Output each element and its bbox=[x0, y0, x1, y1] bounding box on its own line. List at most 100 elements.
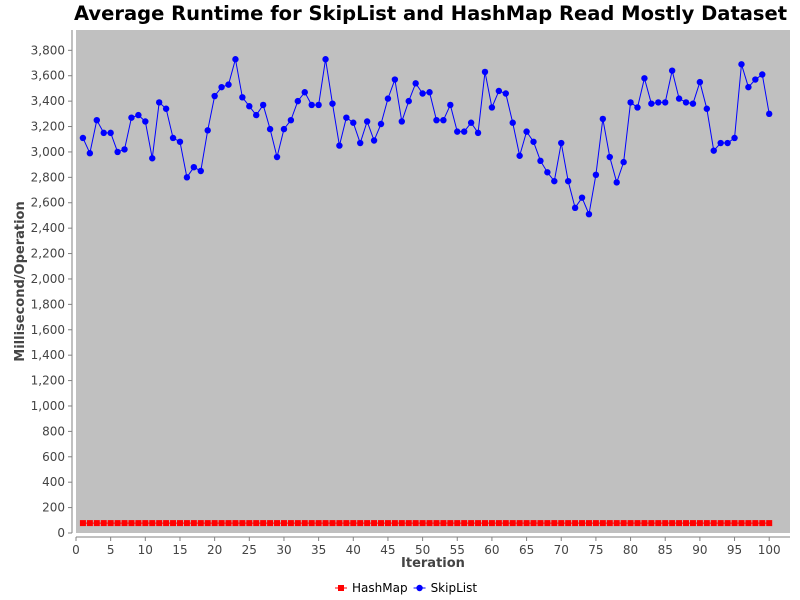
skiplist-point bbox=[287, 116, 295, 124]
hashmap-point bbox=[558, 520, 565, 527]
y-tick-label: 1,800 bbox=[31, 297, 65, 311]
skiplist-point bbox=[391, 76, 399, 83]
x-tick-label: 70 bbox=[554, 543, 569, 557]
hashmap-point bbox=[336, 520, 343, 527]
skiplist-point bbox=[564, 177, 572, 185]
skiplist-point bbox=[329, 100, 336, 107]
legend-label: HashMap bbox=[352, 581, 408, 595]
hashmap-point bbox=[378, 520, 385, 527]
y-axis-label: Millisecond/Operation bbox=[13, 201, 28, 361]
legend: HashMap SkipList bbox=[335, 581, 477, 595]
hashmap-point bbox=[121, 520, 128, 527]
hashmap-point bbox=[405, 520, 412, 527]
legend-item-skiplist: SkipList bbox=[413, 581, 477, 595]
hashmap-point bbox=[398, 520, 405, 527]
hashmap-point bbox=[343, 520, 350, 527]
hashmap-point bbox=[502, 520, 509, 527]
skiplist-point bbox=[86, 150, 94, 157]
hashmap-point bbox=[530, 520, 537, 527]
hashmap-point bbox=[197, 520, 204, 527]
legend-item-hashmap: HashMap bbox=[335, 581, 408, 595]
hashmap-point bbox=[516, 520, 523, 527]
skiplist-point bbox=[613, 179, 620, 186]
y-tick-label: 400 bbox=[42, 475, 65, 489]
skiplist-point bbox=[266, 125, 274, 133]
skiplist-point bbox=[454, 128, 461, 135]
hashmap-point bbox=[655, 520, 662, 527]
y-tick-label: 1,600 bbox=[31, 323, 65, 337]
skiplist-point bbox=[128, 114, 135, 121]
hashmap-point bbox=[190, 520, 197, 527]
skiplist-point bbox=[668, 67, 676, 74]
y-tick-label: 0 bbox=[57, 526, 65, 540]
hashmap-point bbox=[301, 520, 308, 527]
hashmap-point bbox=[107, 520, 114, 527]
y-tick-label: 600 bbox=[42, 450, 65, 464]
hashmap-point bbox=[100, 520, 107, 527]
skiplist-point bbox=[155, 99, 163, 106]
plot-area bbox=[76, 30, 790, 533]
skiplist-point bbox=[585, 210, 593, 218]
hashmap-point bbox=[481, 520, 488, 527]
legend-marker bbox=[338, 585, 344, 591]
skiplist-point bbox=[620, 158, 627, 166]
skiplist-point bbox=[377, 120, 385, 128]
skiplist-point bbox=[294, 97, 302, 105]
skiplist-point bbox=[308, 101, 315, 109]
skiplist-point bbox=[509, 119, 516, 126]
hashmap-point bbox=[170, 520, 177, 527]
skiplist-point bbox=[495, 87, 503, 95]
hashmap-point bbox=[717, 520, 724, 527]
hashmap-point bbox=[322, 520, 329, 527]
x-tick-label: 65 bbox=[519, 543, 534, 557]
hashmap-point bbox=[454, 520, 461, 527]
skiplist-point bbox=[398, 118, 406, 125]
skiplist-point bbox=[488, 104, 496, 111]
x-axis: 0 5 10 15 20 25 30 35 40 45 50 55 60 65 70 75 80 85 90 95 10… bbox=[72, 536, 790, 557]
hashmap-point bbox=[703, 520, 710, 527]
hashmap-point bbox=[461, 520, 468, 527]
x-tick-label: 40 bbox=[346, 543, 361, 557]
skiplist-point bbox=[530, 138, 537, 145]
skiplist-point bbox=[467, 119, 475, 126]
hashmap-point bbox=[225, 520, 232, 527]
hashmap-point bbox=[412, 520, 419, 527]
hashmap-point bbox=[537, 520, 544, 527]
hashmap-point bbox=[176, 520, 183, 527]
hashmap-point bbox=[232, 520, 239, 527]
hashmap-point bbox=[384, 520, 391, 527]
skiplist-point bbox=[703, 105, 711, 112]
hashmap-point bbox=[475, 520, 482, 527]
hashmap-point bbox=[662, 520, 669, 527]
hashmap-point bbox=[676, 520, 683, 527]
skiplist-point bbox=[232, 56, 239, 63]
hashmap-point bbox=[260, 520, 267, 527]
x-tick-label: 75 bbox=[588, 543, 603, 557]
skiplist-point bbox=[627, 99, 634, 106]
hashmap-point bbox=[565, 520, 572, 527]
x-tick-label: 15 bbox=[172, 543, 187, 557]
skiplist-point bbox=[655, 99, 662, 106]
skiplist-point bbox=[280, 125, 288, 133]
y-tick-label: 200 bbox=[42, 501, 65, 515]
skiplist-point bbox=[259, 101, 267, 109]
skiplist-point bbox=[197, 167, 204, 175]
x-tick-label: 95 bbox=[727, 543, 742, 557]
hashmap-point bbox=[572, 520, 579, 527]
x-tick-label: 5 bbox=[107, 543, 115, 557]
skiplist-point bbox=[239, 94, 246, 101]
skiplist-point bbox=[162, 105, 170, 112]
skiplist-point bbox=[578, 194, 586, 201]
x-tick-label: 10 bbox=[138, 543, 153, 557]
hashmap-point bbox=[759, 520, 766, 527]
skiplist-point bbox=[766, 110, 773, 118]
skiplist-point bbox=[384, 95, 392, 102]
hashmap-point bbox=[683, 520, 690, 527]
hashmap-point bbox=[544, 520, 551, 527]
hashmap-point bbox=[163, 520, 170, 527]
skiplist-point bbox=[502, 90, 509, 97]
hashmap-point bbox=[142, 520, 149, 527]
hashmap-point bbox=[149, 520, 156, 527]
hashmap-point bbox=[696, 520, 703, 527]
